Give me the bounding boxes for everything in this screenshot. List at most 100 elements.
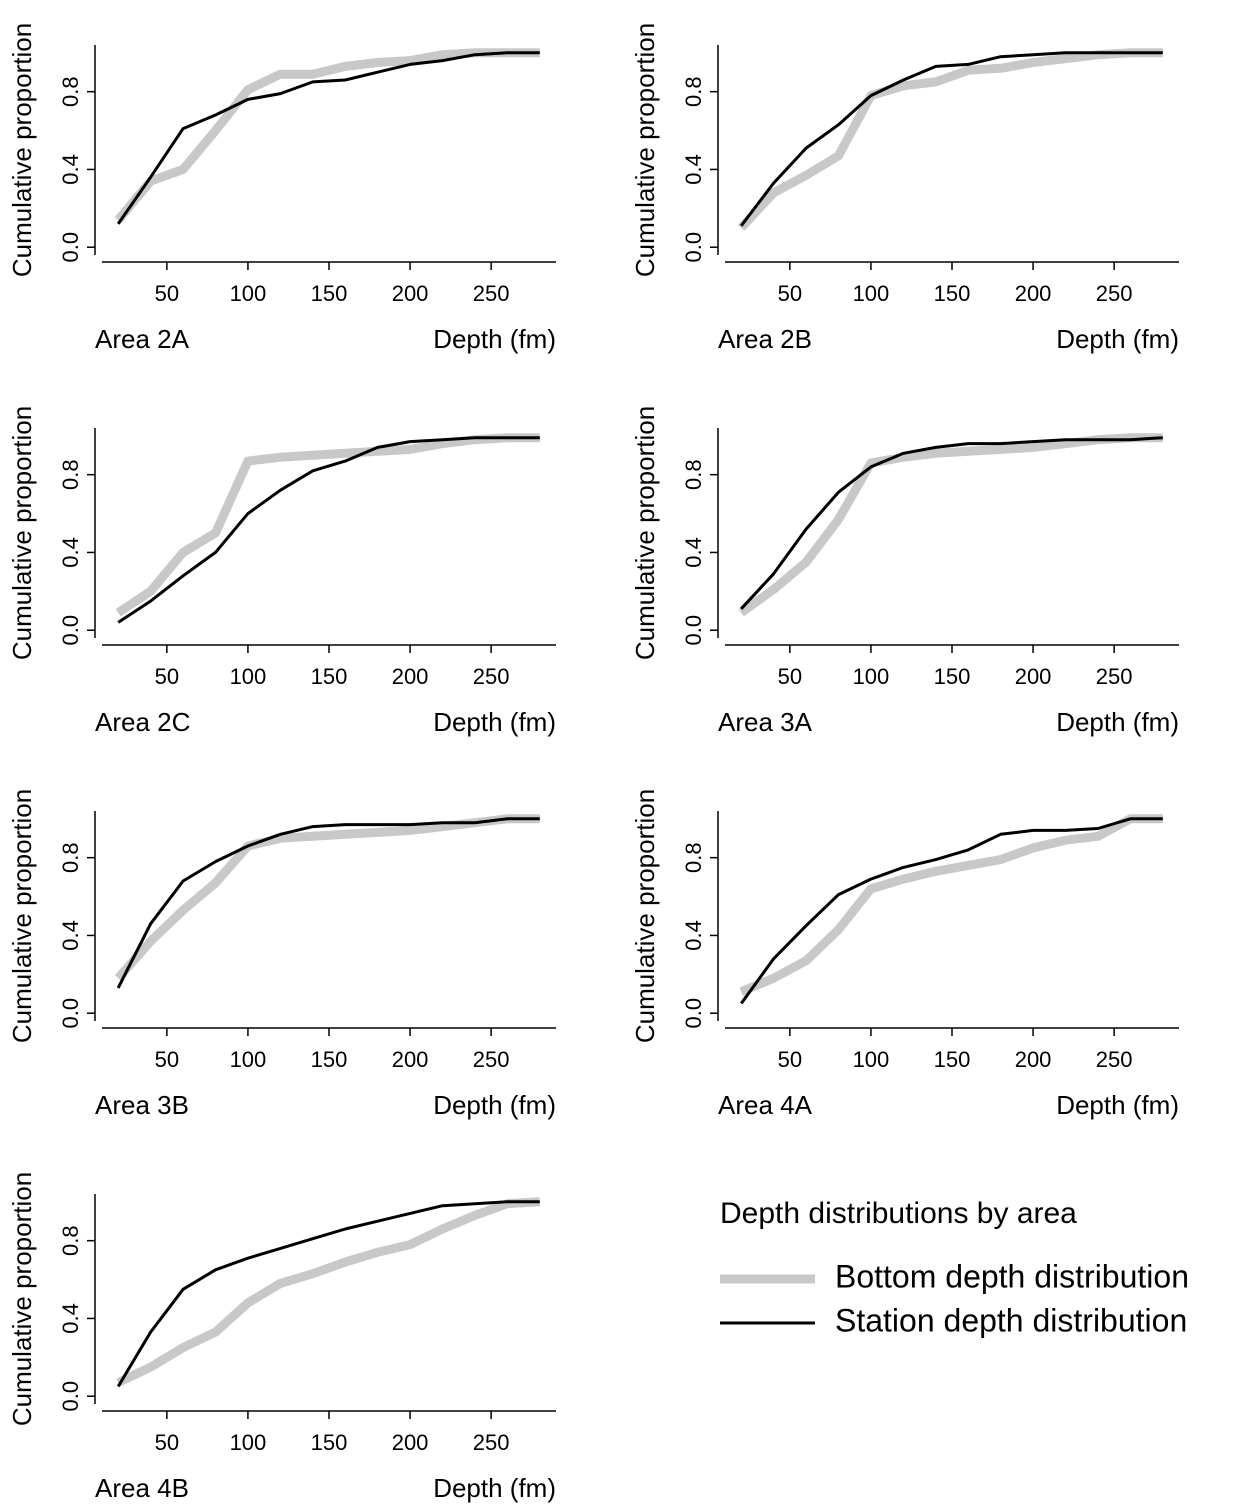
series-line [114, 48, 540, 223]
x-axis-label: Depth (fm) [433, 1090, 556, 1120]
x-tick-label: 50 [155, 664, 179, 689]
series-line [115, 433, 540, 617]
panel: 50 100 150 200 250 0.0 0.4 0.8 Area 2A Depth (fm)… [7, 23, 556, 354]
y-tick-label: 0.0 [681, 232, 706, 263]
y-tick-label: 0.4 [681, 537, 706, 568]
x-tick-label: 250 [473, 1430, 510, 1455]
x-tick-label: 100 [853, 664, 890, 689]
y-tick-label: 0.4 [58, 154, 83, 185]
y-tick-label: 0.8 [58, 459, 83, 490]
area-label: Area 2A [95, 324, 190, 354]
x-tick-label: 150 [311, 1047, 348, 1072]
y-tick-label: 0.4 [58, 537, 83, 568]
y-tick-label: 0.0 [58, 232, 83, 263]
legend-label: Station depth distribution [835, 1302, 1187, 1338]
area-label: Area 3A [718, 707, 813, 737]
y-tick-label: 0.0 [58, 1381, 83, 1412]
y-tick-label: 0.8 [58, 76, 83, 107]
x-tick-label: 250 [1096, 1047, 1133, 1072]
area-label: Area 2B [718, 324, 812, 354]
y-axis-label: Cumulative proportion [7, 789, 37, 1043]
series-line [114, 814, 540, 982]
panel: 50 100 150 200 250 0.0 0.4 0.8 Area 4A Depth (fm)… [630, 789, 1179, 1120]
y-axis-label: Cumulative proportion [7, 1172, 37, 1426]
x-tick-label: 200 [1015, 664, 1052, 689]
series-line [739, 817, 1163, 1005]
legend-title: Depth distributions by area [720, 1197, 1077, 1230]
y-axis-label: Cumulative proportion [630, 789, 660, 1043]
x-tick-label: 150 [311, 664, 348, 689]
y-tick-label: 0.0 [58, 615, 83, 646]
area-label: Area 2C [95, 707, 190, 737]
area-label: Area 3B [95, 1090, 189, 1120]
x-tick-label: 150 [934, 281, 971, 306]
x-axis-label: Depth (fm) [1056, 707, 1179, 737]
y-axis-label: Cumulative proportion [7, 406, 37, 660]
y-axis-label: Cumulative proportion [7, 23, 37, 277]
x-tick-label: 100 [853, 1047, 890, 1072]
x-tick-label: 250 [473, 1047, 510, 1072]
series-line [740, 51, 1163, 227]
x-tick-label: 50 [778, 281, 802, 306]
series-line [740, 436, 1163, 610]
area-label: Area 4A [718, 1090, 813, 1120]
series-line [116, 1197, 541, 1387]
panel: 50 100 150 200 250 0.0 0.4 0.8 Area 4B Depth (fm)… [7, 1172, 556, 1503]
x-tick-label: 250 [473, 664, 510, 689]
x-tick-label: 200 [392, 1430, 429, 1455]
y-tick-label: 0.8 [681, 842, 706, 873]
x-axis-label: Depth (fm) [1056, 1090, 1179, 1120]
x-tick-label: 50 [778, 1047, 802, 1072]
x-tick-label: 150 [311, 281, 348, 306]
series-line [117, 436, 540, 624]
x-tick-label: 100 [230, 1047, 267, 1072]
area-label: Area 4B [95, 1473, 189, 1503]
y-tick-label: 0.8 [681, 76, 706, 107]
series-line [737, 48, 1163, 231]
x-tick-label: 100 [230, 1430, 267, 1455]
x-tick-label: 200 [392, 664, 429, 689]
x-axis-label: Depth (fm) [433, 324, 556, 354]
x-tick-label: 50 [155, 1430, 179, 1455]
x-tick-label: 250 [1096, 664, 1133, 689]
panel: 50 100 150 200 250 0.0 0.4 0.8 Area 3B Depth (fm)… [7, 789, 556, 1120]
y-tick-label: 0.4 [58, 1303, 83, 1334]
x-axis-label: Depth (fm) [1056, 324, 1179, 354]
y-tick-label: 0.0 [681, 615, 706, 646]
y-tick-label: 0.0 [681, 998, 706, 1029]
x-axis-label: Depth (fm) [433, 707, 556, 737]
x-tick-label: 50 [155, 1047, 179, 1072]
series-line [116, 1200, 540, 1388]
x-tick-label: 150 [934, 1047, 971, 1072]
y-tick-label: 0.4 [58, 920, 83, 951]
y-axis-label: Cumulative proportion [630, 406, 660, 660]
legend: Depth distributions by area Bottom depth … [720, 1197, 1189, 1338]
y-tick-label: 0.8 [681, 459, 706, 490]
y-tick-label: 0.4 [681, 154, 706, 185]
y-tick-label: 0.0 [58, 998, 83, 1029]
y-tick-label: 0.8 [58, 842, 83, 873]
panel: 50 100 150 200 250 0.0 0.4 0.8 Area 2B Depth (fm)… [630, 23, 1179, 354]
x-tick-label: 100 [853, 281, 890, 306]
series-line [116, 817, 540, 989]
series-line [738, 433, 1163, 617]
x-tick-label: 250 [473, 281, 510, 306]
x-tick-label: 200 [1015, 1047, 1052, 1072]
x-tick-label: 150 [934, 664, 971, 689]
x-tick-label: 50 [778, 664, 802, 689]
x-tick-label: 100 [230, 664, 267, 689]
x-tick-label: 250 [1096, 281, 1133, 306]
panel: 50 100 150 200 250 0.0 0.4 0.8 Area 2C Depth (fm)… [7, 406, 556, 737]
y-axis-label: Cumulative proportion [630, 23, 660, 277]
x-tick-label: 200 [392, 281, 429, 306]
legend-label: Bottom depth distribution [835, 1258, 1189, 1294]
x-tick-label: 150 [311, 1430, 348, 1455]
x-tick-label: 100 [230, 281, 267, 306]
x-tick-label: 50 [155, 281, 179, 306]
x-tick-label: 200 [1015, 281, 1052, 306]
y-tick-label: 0.8 [58, 1225, 83, 1256]
series-line [739, 814, 1163, 996]
series-line [116, 51, 540, 225]
